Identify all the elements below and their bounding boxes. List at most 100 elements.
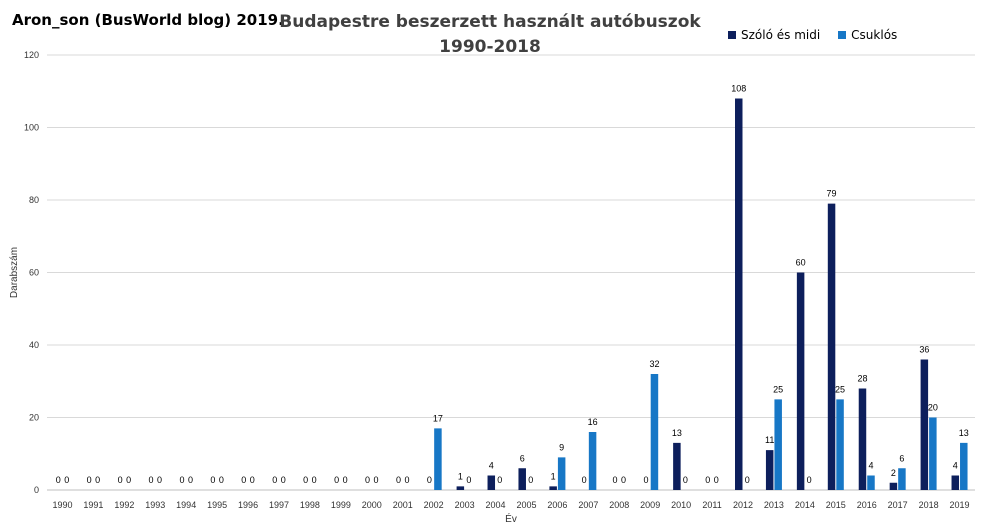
data-label-csuklos: 6 <box>899 453 904 463</box>
bar-solo <box>456 486 465 490</box>
bar-csuklos <box>557 457 566 490</box>
x-tick-label: 2008 <box>609 500 629 510</box>
data-label-solo: 0 <box>179 475 184 485</box>
data-label-csuklos: 0 <box>250 475 255 485</box>
bar-solo <box>951 475 960 490</box>
data-label-solo: 0 <box>303 475 308 485</box>
legend-item-csuklos: Csuklós <box>838 28 897 42</box>
x-tick-label: 1995 <box>207 500 227 510</box>
data-label-csuklos: 0 <box>528 475 533 485</box>
x-tick-label: 2012 <box>733 500 753 510</box>
bar-csuklos <box>774 399 782 490</box>
data-label-csuklos: 0 <box>714 475 719 485</box>
data-label-solo: 1 <box>458 471 463 481</box>
data-label-solo: 28 <box>857 374 867 384</box>
y-tick-label: 100 <box>24 123 39 133</box>
x-tick-label: 2002 <box>424 500 444 510</box>
bar-csuklos <box>434 428 442 490</box>
y-axis-title: Darabszám <box>9 247 20 298</box>
data-label-solo: 4 <box>489 461 494 471</box>
data-label-solo: 13 <box>672 428 682 438</box>
bar-csuklos <box>867 475 875 490</box>
data-label-csuklos: 0 <box>312 475 317 485</box>
data-label-solo: 0 <box>56 475 61 485</box>
bar-csuklos <box>836 399 844 490</box>
bar-csuklos <box>650 374 659 490</box>
chart-title-line1: Budapestre beszerzett használt autóbuszo… <box>279 12 701 32</box>
x-tick-label: 1997 <box>269 500 289 510</box>
data-label-solo: 2 <box>891 468 896 478</box>
bar-solo <box>549 486 557 490</box>
data-label-solo: 0 <box>427 475 432 485</box>
x-tick-label: 2005 <box>516 500 536 510</box>
x-tick-label: 1990 <box>52 500 72 510</box>
x-tick-label: 1996 <box>238 500 258 510</box>
x-tick-label: 2013 <box>764 500 784 510</box>
data-label-csuklos: 0 <box>807 475 812 485</box>
data-label-csuklos: 0 <box>343 475 348 485</box>
bar-solo <box>518 468 526 490</box>
data-label-solo: 79 <box>827 189 837 199</box>
bar-solo <box>735 98 743 490</box>
x-tick-label: 1998 <box>300 500 320 510</box>
data-label-csuklos: 0 <box>466 475 471 485</box>
x-tick-label: 2004 <box>486 500 506 510</box>
x-tick-label: 2010 <box>671 500 691 510</box>
x-tick-label: 2018 <box>919 500 939 510</box>
data-label-csuklos: 16 <box>588 417 598 427</box>
data-label-solo: 0 <box>582 475 587 485</box>
data-label-solo: 0 <box>272 475 277 485</box>
data-label-csuklos: 0 <box>404 475 409 485</box>
legend-swatch-csuklos <box>838 31 847 39</box>
data-label-solo: 0 <box>365 475 370 485</box>
x-tick-label: 1992 <box>114 500 134 510</box>
x-tick-label: 1993 <box>145 500 165 510</box>
x-tick-label: 2006 <box>547 500 567 510</box>
x-tick-label: 2015 <box>826 500 846 510</box>
y-tick-label: 120 <box>24 50 39 60</box>
bar-solo <box>889 482 898 490</box>
x-tick-label: 2014 <box>795 500 815 510</box>
chart-title: Budapestre beszerzett használt autóbuszo… <box>250 10 730 60</box>
bar-solo <box>487 475 496 490</box>
x-tick-label: 1994 <box>176 500 196 510</box>
data-label-csuklos: 17 <box>433 413 443 423</box>
data-label-csuklos: 4 <box>868 461 873 471</box>
x-tick-label: 2019 <box>950 500 970 510</box>
data-label-csuklos: 0 <box>157 475 162 485</box>
data-label-csuklos: 0 <box>621 475 626 485</box>
x-tick-label: 2016 <box>857 500 877 510</box>
data-label-csuklos: 0 <box>281 475 286 485</box>
data-label-solo: 11 <box>765 435 774 445</box>
data-label-csuklos: 0 <box>64 475 69 485</box>
data-label-solo: 0 <box>87 475 92 485</box>
y-tick-label: 0 <box>34 485 39 495</box>
x-tick-label: 2009 <box>640 500 660 510</box>
data-label-csuklos: 0 <box>95 475 100 485</box>
data-label-solo: 1 <box>551 471 556 481</box>
data-label-solo: 6 <box>520 453 525 463</box>
y-tick-label: 60 <box>29 268 39 278</box>
data-label-csuklos: 0 <box>497 475 502 485</box>
legend-swatch-solo <box>728 31 736 39</box>
data-label-solo: 36 <box>919 345 929 355</box>
data-label-solo: 60 <box>796 258 806 268</box>
legend-label-solo: Szóló és midi <box>741 28 821 42</box>
data-label-solo: 0 <box>149 475 154 485</box>
data-label-solo: 0 <box>210 475 215 485</box>
data-label-solo: 4 <box>953 461 958 471</box>
data-label-solo: 0 <box>334 475 339 485</box>
data-label-solo: 0 <box>396 475 401 485</box>
data-label-csuklos: 25 <box>835 384 845 394</box>
data-label-csuklos: 20 <box>928 403 938 413</box>
data-label-solo: 0 <box>643 475 648 485</box>
x-tick-label: 2003 <box>455 500 475 510</box>
data-label-csuklos: 0 <box>745 475 750 485</box>
bar-csuklos <box>588 432 597 490</box>
data-label-csuklos: 0 <box>219 475 224 485</box>
x-tick-label: 2017 <box>888 500 908 510</box>
x-tick-label: 2001 <box>393 500 413 510</box>
data-label-csuklos: 9 <box>559 442 564 452</box>
credit-text: Aron_son (BusWorld blog) 2019. <box>12 11 284 29</box>
